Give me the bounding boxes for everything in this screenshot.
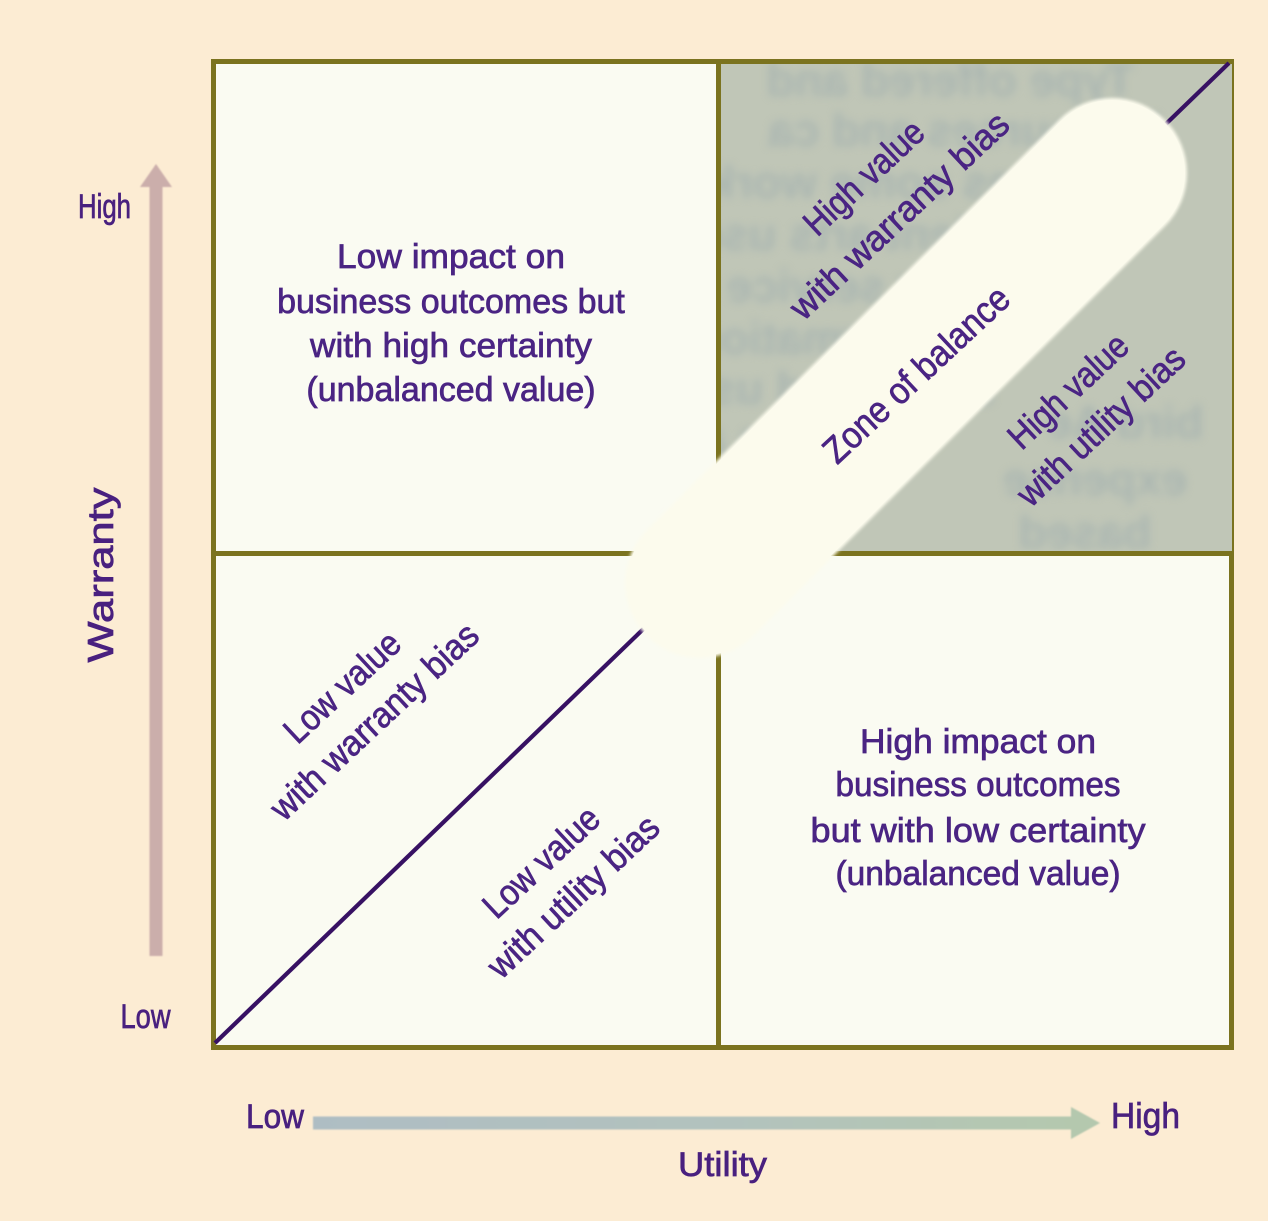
svg-text:Type offered and: Type offered and <box>766 54 1133 106</box>
svg-text:but with low certainty: but with low certainty <box>811 812 1146 850</box>
svg-text:expense: expense <box>1003 453 1187 505</box>
svg-text:with high certainty: with high certainty <box>309 327 592 365</box>
svg-text:Utility: Utility <box>678 1146 767 1184</box>
svg-text:High: High <box>1111 1095 1180 1136</box>
svg-text:bird Ae: bird Ae <box>1047 396 1204 448</box>
svg-text:based: based <box>1019 506 1152 558</box>
svg-text:(unbalanced value): (unbalanced value) <box>836 855 1121 893</box>
svg-text:business outcomes: business outcomes <box>836 766 1121 804</box>
svg-text:High impact on: High impact on <box>860 723 1096 761</box>
svg-text:business outcomes but: business outcomes but <box>277 283 625 321</box>
svg-text:Warranty: Warranty <box>80 488 121 663</box>
svg-text:(unbalanced value): (unbalanced value) <box>306 371 595 409</box>
svg-text:Low impact on: Low impact on <box>337 238 565 276</box>
svg-text:High: High <box>78 188 131 226</box>
svg-text:Low: Low <box>121 998 171 1036</box>
svg-text:Low: Low <box>246 1098 304 1136</box>
